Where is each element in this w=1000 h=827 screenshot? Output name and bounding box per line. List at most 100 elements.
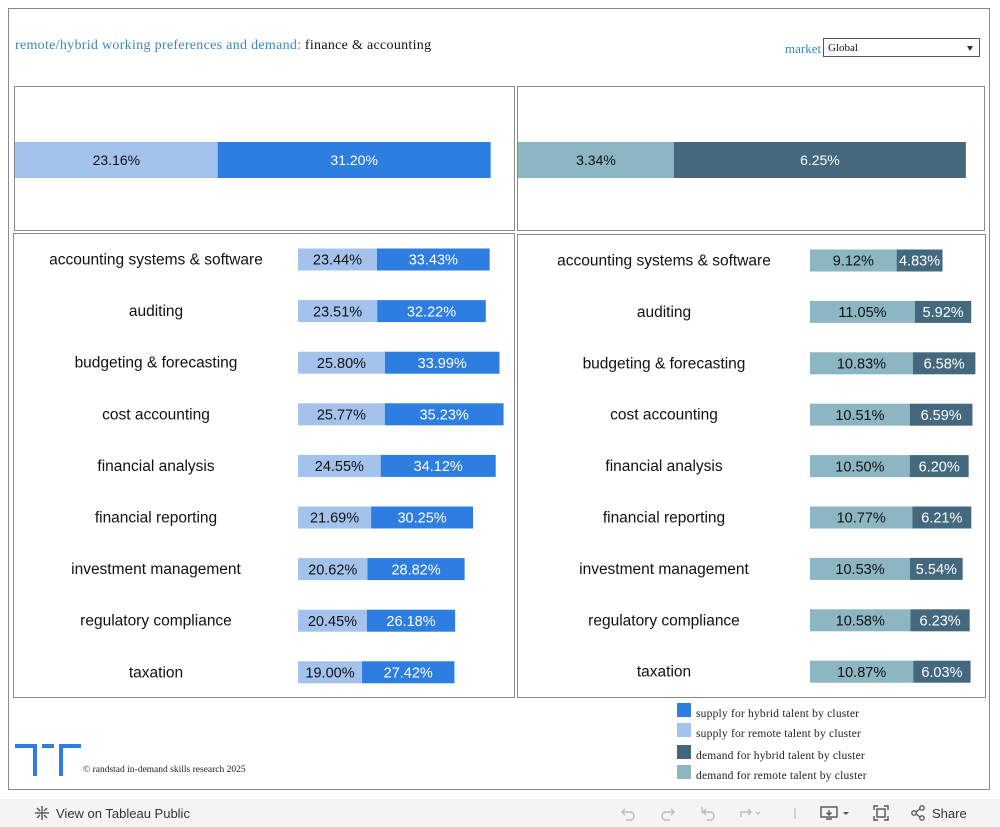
demand-hybrid-data-label: 6.58% xyxy=(924,357,965,373)
demand-remote-data-label: 10.77% xyxy=(837,511,886,527)
legend-swatch xyxy=(677,703,691,717)
demand-remote-data-label: 10.83% xyxy=(837,357,886,373)
share-button[interactable]: Share xyxy=(932,806,967,821)
demand-hybrid-data-label: 6.59% xyxy=(921,408,962,424)
supply-overall-chart: 23.16% 31.20% xyxy=(15,142,491,178)
supply-remote-data-label: 19.00% xyxy=(305,666,354,682)
demand-overall-chart: 3.34% 6.25% xyxy=(518,142,966,178)
demand-overall-panel: 3.34% 6.25% xyxy=(517,86,985,231)
demand-hybrid-bar xyxy=(909,455,969,478)
supply-hybrid-bar xyxy=(384,403,504,426)
category-label: accounting systems & software xyxy=(557,253,771,270)
supply-remote-data-label: 23.16% xyxy=(93,152,140,168)
tableau-toolbar: View on Tableau Public Share xyxy=(0,799,1000,827)
supply-remote-data-label: 20.62% xyxy=(308,562,357,578)
supply-remote-bar xyxy=(15,142,218,178)
demand-remote-data-label: 3.34% xyxy=(576,152,616,168)
supply-remote-data-label: 21.69% xyxy=(310,511,359,527)
demand-remote-bar xyxy=(518,142,674,178)
demand-remote-bar xyxy=(810,249,897,272)
demand-hybrid-bar xyxy=(909,403,973,426)
demand-remote-bar xyxy=(810,557,911,580)
supply-hybrid-data-label: 26.18% xyxy=(386,614,435,630)
tableau-icon[interactable] xyxy=(34,805,50,824)
category-label: investment management xyxy=(579,561,749,578)
demand-hybrid-data-label: 5.54% xyxy=(916,562,957,578)
supply-hybrid-data-label: 27.42% xyxy=(384,666,433,682)
supply-hybrid-data-label: 32.22% xyxy=(407,304,456,320)
demand-remote-data-label: 10.50% xyxy=(835,459,884,475)
legend-swatch xyxy=(677,745,691,759)
category-label: accounting systems & software xyxy=(49,252,263,269)
supply-remote-bar xyxy=(298,403,385,426)
demand-remote-bar xyxy=(810,300,915,323)
randstad-logo xyxy=(15,744,81,776)
supply-remote-data-label: 24.55% xyxy=(315,459,364,475)
supply-hybrid-data-label: 30.25% xyxy=(397,511,446,527)
demand-hybrid-data-label: 6.21% xyxy=(921,511,962,527)
legend-label: supply for hybrid talent by cluster xyxy=(696,708,860,720)
supply-remote-data-label: 23.44% xyxy=(313,253,362,269)
supply-hybrid-data-label: 31.20% xyxy=(330,152,377,168)
demand-hybrid-data-label: 6.23% xyxy=(920,614,961,630)
demand-hybrid-bar xyxy=(914,300,972,323)
category-label: regulatory compliance xyxy=(80,613,232,630)
demand-hybrid-bar xyxy=(910,609,970,632)
supply-hybrid-bar xyxy=(367,558,465,581)
category-label: auditing xyxy=(129,303,183,320)
supply-hybrid-bar xyxy=(371,506,474,529)
share-icon[interactable] xyxy=(910,805,926,824)
download-icon[interactable] xyxy=(820,805,852,824)
chevron-down-icon xyxy=(967,46,973,51)
supply-remote-bar xyxy=(298,300,378,323)
supply-hybrid-bar xyxy=(380,454,496,477)
supply-overall-panel: 23.16% 31.20% xyxy=(14,86,515,231)
supply-remote-bar xyxy=(298,506,372,529)
supply-remote-bar xyxy=(298,661,363,684)
demand-hybrid-data-label: 6.03% xyxy=(921,665,962,681)
demand-hybrid-bar xyxy=(912,506,972,529)
demand-hybrid-bar xyxy=(912,352,976,375)
category-label: financial reporting xyxy=(603,510,725,527)
demand-hybrid-bar xyxy=(913,660,971,683)
supply-hybrid-data-label: 33.99% xyxy=(418,356,467,372)
category-label: budgeting & forecasting xyxy=(75,355,238,372)
fullscreen-icon[interactable] xyxy=(873,805,889,824)
refresh-icon[interactable] xyxy=(735,805,761,824)
demand-remote-bar xyxy=(810,403,910,426)
supply-remote-bar xyxy=(298,558,368,581)
undo-icon[interactable] xyxy=(620,805,636,824)
market-label: market xyxy=(785,41,822,56)
page-title: remote/hybrid working preferences and de… xyxy=(15,38,431,54)
demand-hybrid-data-label: 6.25% xyxy=(800,152,840,168)
supply-remote-bar xyxy=(298,351,385,374)
legend-swatch xyxy=(677,723,691,737)
category-label: financial analysis xyxy=(97,458,214,475)
demand-by-skill-panel: accounting systems & software 9.12% 4.83% a… xyxy=(517,234,986,698)
pause-icon[interactable] xyxy=(792,805,798,824)
category-label: taxation xyxy=(129,664,183,681)
redo-icon[interactable] xyxy=(660,805,676,824)
supply-remote-bar xyxy=(298,248,377,271)
supply-remote-data-label: 25.77% xyxy=(317,408,366,424)
category-label: investment management xyxy=(71,561,241,578)
demand-remote-data-label: 9.12% xyxy=(833,254,874,270)
supply-remote-data-label: 25.80% xyxy=(317,356,366,372)
demand-remote-data-label: 10.51% xyxy=(835,408,884,424)
category-label: taxation xyxy=(637,664,691,681)
supply-remote-data-label: 20.45% xyxy=(308,614,357,630)
copyright-text: © randstad in-demand skills research 202… xyxy=(83,765,246,775)
title-topic: finance & accounting xyxy=(304,38,432,53)
view-on-tableau-link[interactable]: View on Tableau Public xyxy=(56,806,190,821)
supply-hybrid-bar xyxy=(217,142,491,178)
supply-hybrid-data-label: 33.43% xyxy=(409,253,458,269)
market-dropdown[interactable]: Global xyxy=(823,38,980,57)
revert-icon[interactable] xyxy=(700,805,716,824)
supply-hybrid-bar xyxy=(362,661,455,684)
category-label: budgeting & forecasting xyxy=(583,355,746,372)
demand-remote-data-label: 10.53% xyxy=(835,562,884,578)
demand-remote-data-label: 10.87% xyxy=(837,665,886,681)
demand-remote-bar xyxy=(810,660,914,683)
supply-remote-data-label: 23.51% xyxy=(313,304,362,320)
legend-label: demand for remote talent by cluster xyxy=(696,770,867,782)
